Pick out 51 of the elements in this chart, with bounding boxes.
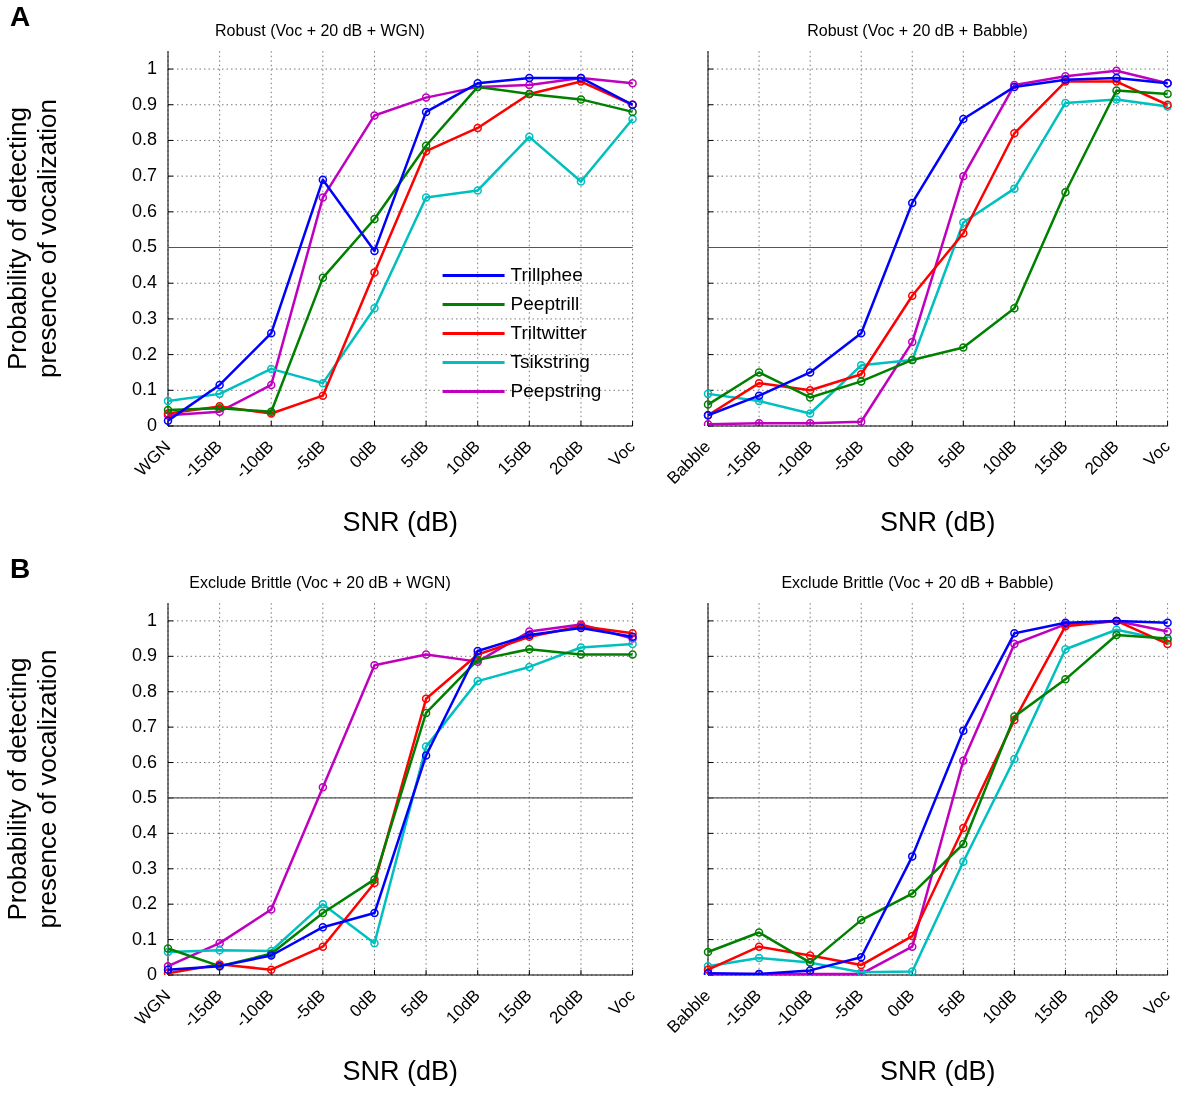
y-tick-label: 0.4 xyxy=(131,272,157,293)
x-tick-label: 5dB xyxy=(397,436,433,472)
y-tick-label: 0.8 xyxy=(131,129,157,150)
y-tick-label: 0.6 xyxy=(131,200,157,221)
chart-title: Exclude Brittle (Voc + 20 dB + WGN) xyxy=(189,574,451,592)
y-tick-label: 0.2 xyxy=(131,343,157,364)
x-tick-label: Voc xyxy=(1140,985,1175,1020)
x-tick-label: 0dB xyxy=(345,985,381,1021)
y-tick-label: 0.9 xyxy=(131,645,157,666)
chart-title: Exclude Brittle (Voc + 20 dB + Babble) xyxy=(781,574,1054,592)
legend-label: Tsikstring xyxy=(510,350,590,372)
legend-label: Peepstring xyxy=(510,379,602,401)
y-tick-label: 0.1 xyxy=(131,379,157,400)
x-axis-title: SNR (dB) xyxy=(880,507,996,538)
x-tick-label: 5dB xyxy=(934,436,970,472)
legend-label: Trillphee xyxy=(510,263,583,285)
y-tick-label: 0 xyxy=(146,414,157,435)
y-tick-label: 0 xyxy=(146,963,157,984)
y-tick-label: 0.3 xyxy=(131,307,157,328)
x-axis-title: SNR (dB) xyxy=(342,1056,459,1087)
x-tick-label: 0dB xyxy=(345,436,381,472)
x-tick-label: Voc xyxy=(1140,436,1175,471)
x-tick-label: Voc xyxy=(605,985,640,1020)
y-tick-label: 0.6 xyxy=(131,751,157,772)
y-tick-label: 0.7 xyxy=(131,716,157,737)
y-tick-label: 0.8 xyxy=(131,680,157,701)
y-tick-label: 0.3 xyxy=(131,857,157,878)
x-tick-label: 0dB xyxy=(883,436,919,472)
x-tick-label: Voc xyxy=(605,436,640,471)
chart-title: Robust (Voc + 20 dB + Babble) xyxy=(807,22,1028,40)
y-tick-label: 0.7 xyxy=(131,165,157,186)
y-tick-label: 1 xyxy=(146,609,157,630)
y-tick-label: 0.5 xyxy=(131,786,157,807)
y-tick-label: 0.2 xyxy=(131,893,157,914)
x-axis-title: SNR (dB) xyxy=(342,507,459,538)
legend-label: Triltwitter xyxy=(510,321,588,343)
y-tick-label: 0.5 xyxy=(131,236,157,257)
x-tick-label: 0dB xyxy=(883,985,919,1021)
x-tick-label: 5dB xyxy=(397,985,433,1021)
x-axis-title: SNR (dB) xyxy=(880,1056,996,1087)
y-tick-label: 0.1 xyxy=(131,928,157,949)
y-tick-label: 1 xyxy=(146,58,157,79)
text: B xyxy=(10,552,31,584)
chart-title: Robust (Voc + 20 dB + WGN) xyxy=(215,22,425,40)
text: A xyxy=(10,0,31,32)
y-axis-title: Probability of detecting presence of vocalization xyxy=(2,649,63,929)
y-tick-label: 0.4 xyxy=(131,822,157,843)
y-tick-label: 0.9 xyxy=(131,93,157,114)
x-tick-label: 5dB xyxy=(934,985,970,1021)
y-axis-title: Probability of detecting presence of vocalization xyxy=(2,99,63,379)
legend-label: Peeptrill xyxy=(510,292,580,314)
